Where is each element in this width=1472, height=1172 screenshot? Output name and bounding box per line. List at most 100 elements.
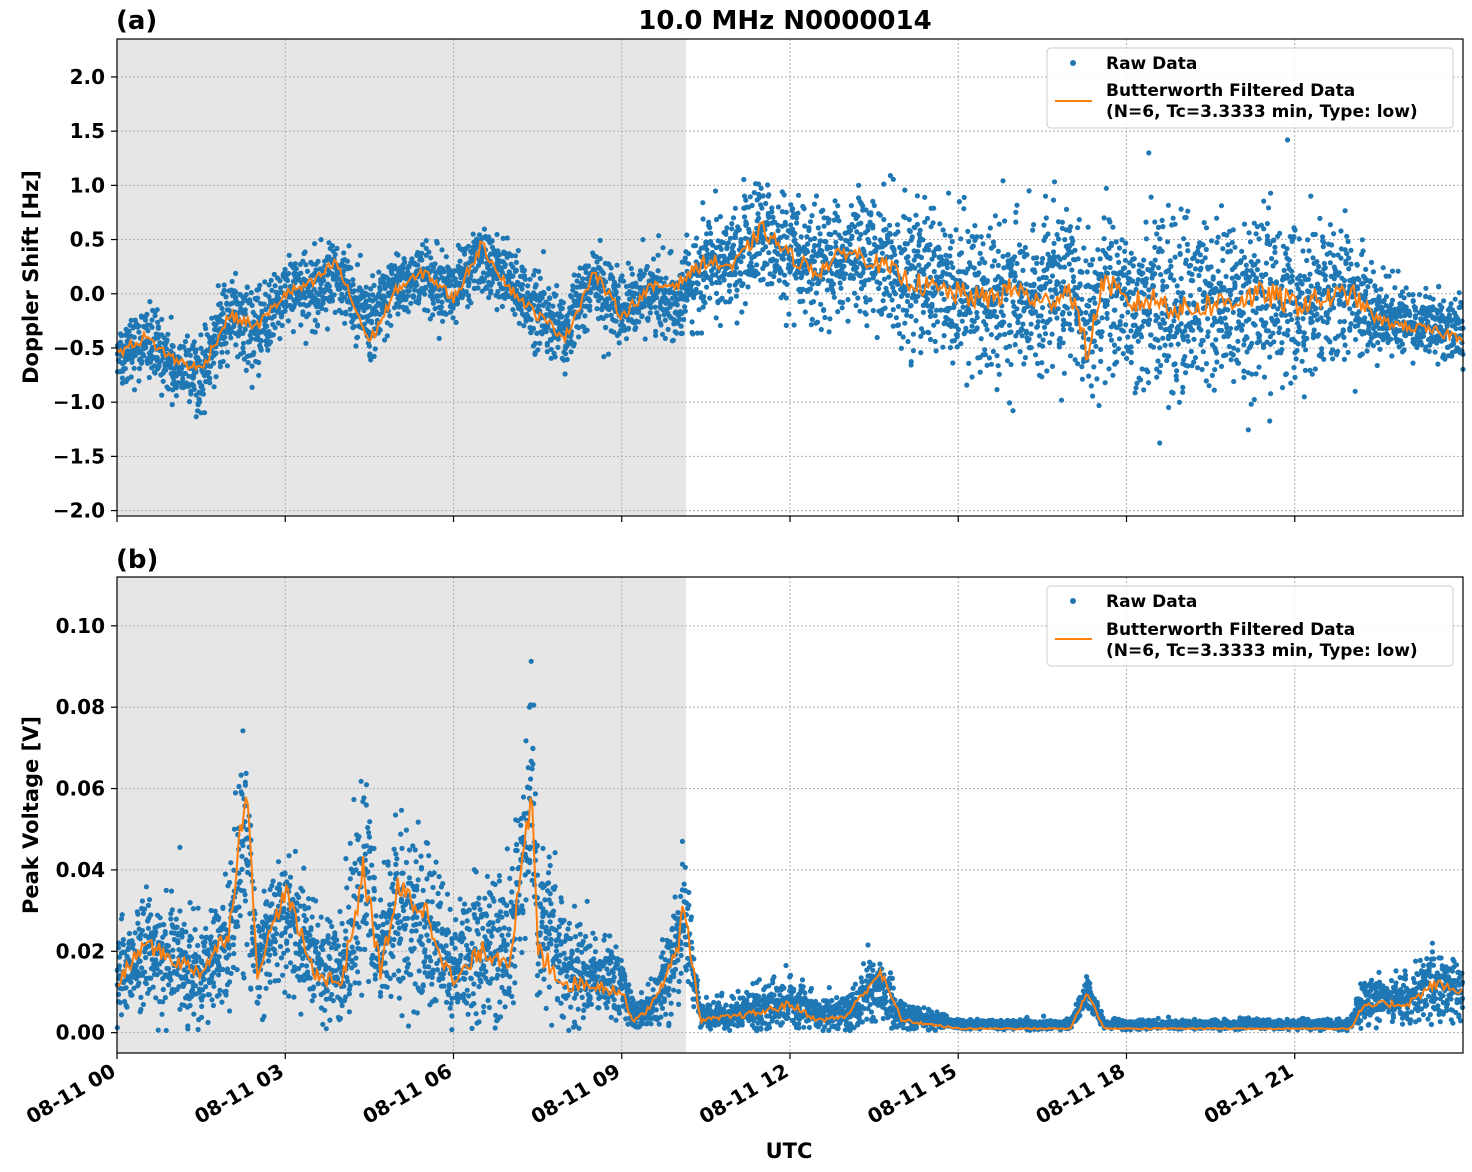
raw-data-point (366, 343, 372, 349)
raw-data-point (163, 367, 169, 373)
raw-data-point (206, 369, 212, 376)
raw-data-point (1389, 268, 1396, 274)
raw-data-point (1103, 185, 1109, 191)
raw-data-point (1093, 343, 1099, 349)
raw-data-point (1077, 282, 1083, 288)
raw-data-point (694, 235, 700, 241)
raw-data-point (760, 240, 766, 246)
raw-data-point (827, 316, 833, 322)
raw-data-point (1171, 318, 1177, 324)
panel-a-label: (a) (116, 6, 157, 36)
raw-data-point (1036, 333, 1043, 339)
raw-data-point (1252, 322, 1258, 328)
raw-data-point (1208, 238, 1215, 244)
raw-data-point (312, 317, 318, 323)
raw-data-point (1246, 279, 1252, 285)
raw-data-point (854, 264, 860, 271)
raw-data-point (1185, 338, 1191, 344)
raw-data-point (1243, 262, 1249, 268)
raw-data-point (1223, 273, 1229, 280)
raw-data-point (1115, 276, 1121, 282)
raw-data-point (136, 323, 142, 329)
raw-data-point (614, 262, 620, 268)
raw-data-point (525, 283, 531, 289)
raw-data-point (139, 314, 145, 320)
raw-data-point (1363, 291, 1369, 297)
raw-data-point (1145, 380, 1152, 386)
raw-data-point (835, 309, 841, 315)
raw-data-point (660, 245, 666, 251)
raw-data-point (314, 323, 321, 329)
raw-data-point (510, 273, 516, 279)
raw-data-point (1273, 312, 1279, 318)
raw-data-point (939, 291, 945, 297)
raw-data-point (1159, 310, 1165, 316)
raw-data-point (530, 325, 537, 331)
raw-data-point (256, 372, 262, 378)
raw-data-point (955, 326, 962, 333)
raw-data-point (1296, 324, 1302, 330)
raw-data-point (1209, 372, 1215, 378)
raw-data-point (855, 213, 861, 219)
raw-data-point (1157, 440, 1163, 446)
raw-data-point (1079, 376, 1085, 382)
raw-data-point (760, 276, 766, 282)
raw-data-point (1138, 334, 1145, 340)
raw-data-point (1190, 327, 1196, 333)
raw-data-point (740, 281, 746, 287)
raw-data-point (821, 307, 827, 313)
raw-data-point (173, 393, 179, 399)
raw-data-point (958, 250, 965, 256)
raw-data-point (1119, 313, 1125, 319)
raw-data-point (1308, 193, 1314, 199)
raw-data-point (1261, 198, 1267, 204)
raw-data-point (980, 241, 986, 247)
raw-data-point (219, 349, 225, 355)
raw-data-point (1273, 279, 1279, 285)
raw-data-point (576, 272, 582, 279)
raw-data-point (600, 270, 607, 276)
raw-data-point (193, 347, 199, 353)
raw-data-point (1331, 252, 1337, 258)
raw-data-point (263, 317, 269, 323)
raw-data-point (348, 265, 354, 271)
raw-data-point (425, 308, 431, 314)
raw-data-point (629, 271, 636, 277)
raw-data-point (678, 323, 684, 329)
raw-data-point (1283, 312, 1289, 318)
raw-data-point (1215, 268, 1221, 274)
raw-data-point (300, 258, 306, 264)
raw-data-point (1143, 219, 1149, 225)
raw-data-point (171, 365, 177, 371)
raw-data-point (560, 300, 567, 306)
raw-data-point (655, 252, 661, 258)
raw-data-point (745, 284, 751, 290)
raw-data-point (149, 324, 155, 330)
raw-data-point (1192, 355, 1199, 361)
raw-data-point (229, 278, 235, 285)
raw-data-point (769, 205, 775, 211)
raw-data-point (782, 272, 788, 278)
raw-data-point (1235, 275, 1242, 281)
raw-data-point (1039, 360, 1045, 366)
raw-data-point (200, 386, 206, 392)
raw-data-point (1006, 322, 1013, 328)
raw-data-point (248, 336, 254, 342)
raw-data-point (1279, 340, 1285, 346)
raw-data-point (1306, 248, 1312, 254)
raw-data-point (149, 317, 155, 323)
raw-data-point (713, 290, 720, 296)
raw-data-point (792, 230, 798, 236)
raw-data-point (217, 301, 223, 307)
raw-data-point (1347, 306, 1353, 312)
raw-data-point (1276, 329, 1282, 336)
raw-data-point (724, 246, 730, 252)
raw-data-point (728, 296, 734, 302)
raw-data-point (926, 330, 932, 336)
raw-data-point (1150, 283, 1157, 289)
raw-data-point (864, 323, 870, 329)
raw-data-point (266, 329, 272, 335)
raw-data-point (256, 359, 262, 366)
raw-data-point (1228, 357, 1234, 363)
raw-data-point (1230, 352, 1236, 358)
